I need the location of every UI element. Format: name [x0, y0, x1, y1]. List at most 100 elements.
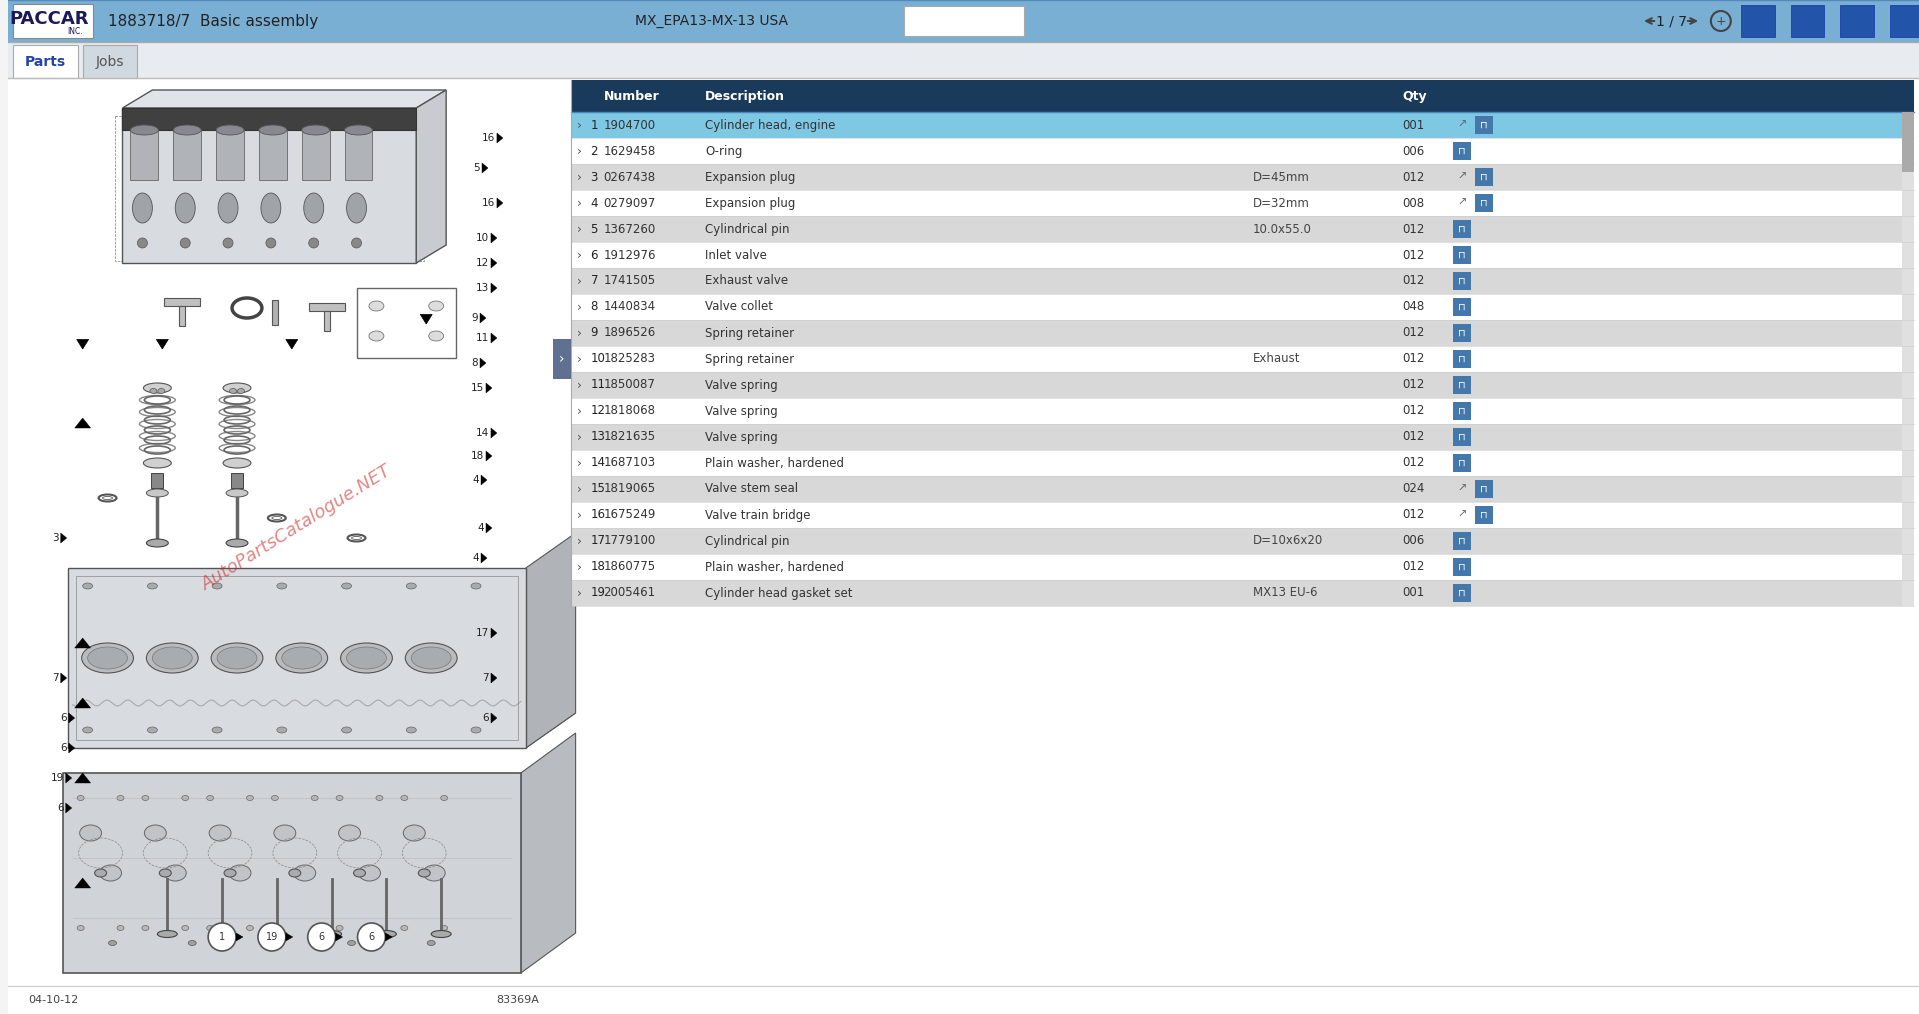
Bar	[1890, 5, 1919, 37]
Circle shape	[207, 923, 236, 951]
Ellipse shape	[274, 825, 296, 841]
Ellipse shape	[148, 583, 157, 589]
Text: Parts: Parts	[25, 55, 65, 69]
Text: 8: 8	[472, 358, 478, 368]
Text: ⊓: ⊓	[1458, 588, 1466, 598]
Text: D=45mm: D=45mm	[1253, 170, 1309, 184]
Text: 1819065: 1819065	[603, 483, 656, 496]
Ellipse shape	[102, 497, 113, 500]
Text: 1850087: 1850087	[603, 378, 656, 391]
Text: 1: 1	[219, 932, 225, 942]
Text: ↗: ↗	[1457, 172, 1466, 182]
Text: ⊓: ⊓	[1458, 432, 1466, 442]
Text: 1821635: 1821635	[603, 431, 656, 443]
Text: ›: ›	[576, 222, 581, 235]
Text: 4: 4	[472, 475, 480, 485]
Ellipse shape	[83, 583, 92, 589]
Bar	[345, 130, 372, 180]
Text: 6: 6	[58, 803, 63, 813]
Text: ⊓: ⊓	[1458, 458, 1466, 468]
Text: 16: 16	[591, 508, 606, 521]
Ellipse shape	[152, 647, 192, 669]
Text: Valve train bridge: Valve train bridge	[704, 508, 810, 521]
Ellipse shape	[271, 796, 278, 800]
Ellipse shape	[428, 331, 443, 341]
Polygon shape	[482, 163, 487, 173]
Bar	[570, 372, 1913, 399]
Ellipse shape	[223, 383, 251, 393]
Ellipse shape	[376, 796, 384, 800]
Polygon shape	[520, 733, 576, 973]
Text: 16: 16	[482, 133, 495, 143]
Text: 9: 9	[472, 313, 478, 323]
Polygon shape	[286, 340, 297, 349]
Bar	[13, 4, 92, 38]
Text: Spring retainer: Spring retainer	[704, 353, 794, 365]
Bar	[217, 130, 244, 180]
Text: Valve spring: Valve spring	[704, 431, 777, 443]
Text: ⊓: ⊓	[1458, 224, 1466, 234]
Bar	[230, 473, 244, 488]
Circle shape	[257, 923, 286, 951]
Text: 17: 17	[476, 628, 489, 638]
Bar	[152, 473, 163, 488]
Ellipse shape	[146, 539, 169, 547]
Bar	[1453, 324, 1470, 342]
Ellipse shape	[345, 125, 372, 135]
Text: Exhaust: Exhaust	[1253, 353, 1301, 365]
Ellipse shape	[157, 388, 165, 393]
Text: 11: 11	[476, 333, 489, 343]
Bar	[259, 130, 286, 180]
Text: ›: ›	[576, 248, 581, 262]
Bar	[570, 580, 1913, 606]
Polygon shape	[75, 418, 90, 428]
Text: 10: 10	[591, 353, 604, 365]
Polygon shape	[65, 773, 71, 783]
Bar	[8, 0, 1919, 42]
Text: Valve spring: Valve spring	[704, 378, 777, 391]
Text: +: +	[1716, 14, 1725, 27]
Polygon shape	[491, 258, 497, 268]
Bar	[130, 130, 159, 180]
Ellipse shape	[165, 865, 186, 881]
Ellipse shape	[117, 926, 125, 931]
Text: 13: 13	[591, 431, 604, 443]
Polygon shape	[416, 90, 445, 263]
Ellipse shape	[368, 331, 384, 341]
Text: 13: 13	[476, 283, 489, 293]
Text: 1779100: 1779100	[603, 534, 656, 548]
Polygon shape	[491, 428, 497, 438]
Polygon shape	[286, 933, 294, 941]
Ellipse shape	[117, 796, 125, 800]
Polygon shape	[486, 523, 491, 533]
Ellipse shape	[271, 926, 278, 931]
Text: AutoPartsCatalogue.NET: AutoPartsCatalogue.NET	[198, 462, 395, 594]
Polygon shape	[69, 743, 75, 753]
Text: ⊓: ⊓	[1458, 146, 1466, 156]
Ellipse shape	[142, 926, 150, 931]
Text: ⊓: ⊓	[1480, 484, 1487, 494]
Bar	[8, 42, 1919, 78]
Text: 5: 5	[474, 163, 480, 173]
Polygon shape	[155, 340, 169, 349]
Ellipse shape	[144, 825, 167, 841]
Text: ⊓: ⊓	[1458, 250, 1466, 260]
Circle shape	[351, 238, 361, 248]
Bar	[570, 554, 1913, 580]
Text: 012: 012	[1403, 431, 1424, 443]
Ellipse shape	[246, 796, 253, 800]
Ellipse shape	[226, 489, 248, 497]
Text: 048: 048	[1403, 300, 1424, 313]
Ellipse shape	[146, 489, 169, 497]
Text: Number: Number	[603, 89, 660, 102]
Text: 9: 9	[591, 327, 599, 340]
Ellipse shape	[188, 941, 196, 945]
Bar	[67, 568, 526, 748]
Ellipse shape	[336, 926, 344, 931]
Bar	[1790, 5, 1825, 37]
Bar	[1453, 376, 1470, 394]
Bar	[309, 303, 345, 311]
Text: Description: Description	[704, 89, 785, 102]
Text: 1 / 7: 1 / 7	[1656, 14, 1687, 28]
Text: Expansion plug: Expansion plug	[704, 170, 796, 184]
